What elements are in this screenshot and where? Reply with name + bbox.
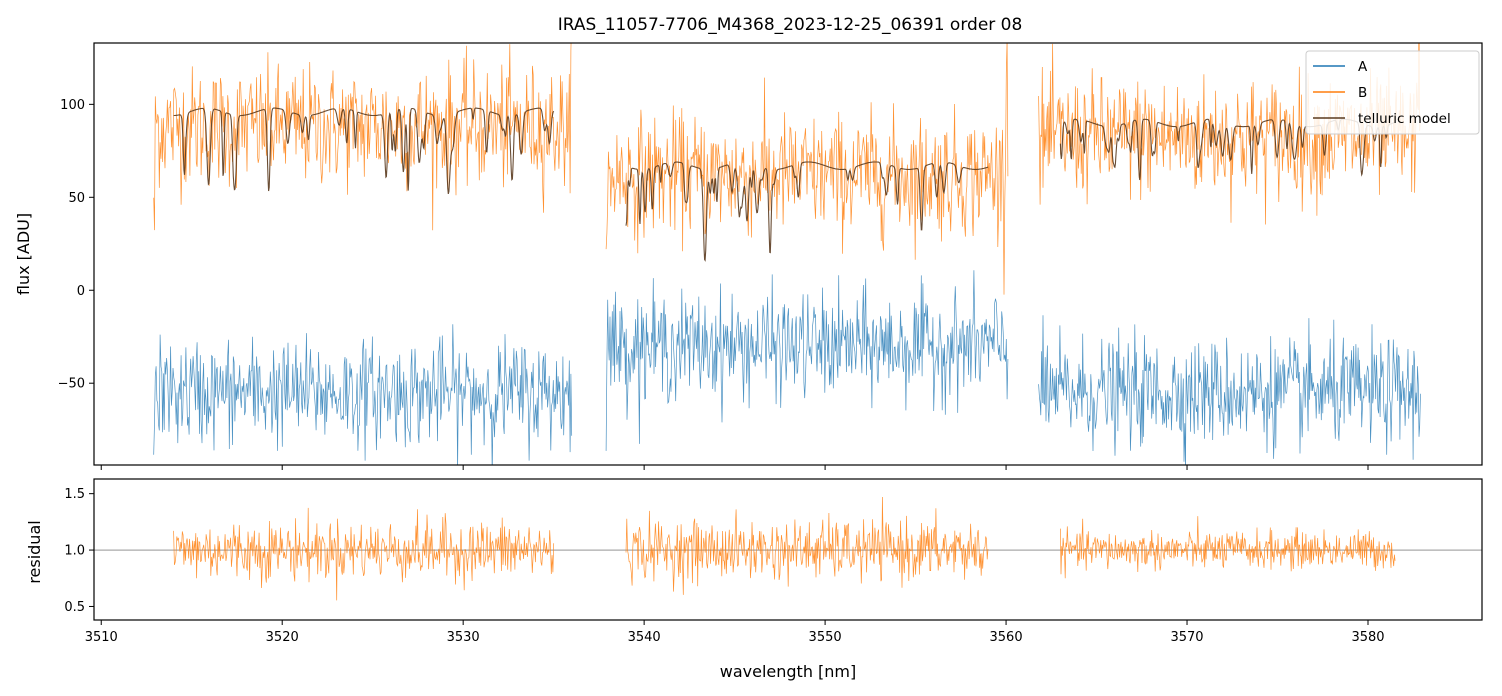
telluric-line-segment-1 (173, 107, 555, 195)
series-a-line-segment-1 (153, 324, 573, 465)
x-tick-label: 3510 (85, 630, 118, 645)
x-tick-label: 3530 (447, 630, 480, 645)
residual-y-axis-label: residual (25, 520, 44, 583)
series-b-line-segment-1 (153, 43, 572, 231)
flux-x-ticks (100, 465, 1369, 470)
chart-title: IRAS_11057-7706_M4368_2023-12-25_06391 o… (558, 15, 1023, 35)
x-tick-label: 3550 (809, 630, 842, 645)
legend-label-b: B (1358, 85, 1367, 101)
flux-series-group (153, 43, 1421, 465)
residual-y-tick-label: 1.5 (64, 487, 85, 502)
x-tick-label: 3570 (1170, 630, 1203, 645)
residual-plot-area: 0.51.01.5 3510 3520 3530 3540 3550 3560 3570 35… (25, 478, 1483, 681)
x-tick-label: 3540 (628, 630, 661, 645)
flux-y-tick-label: 100 (60, 98, 85, 113)
flux-y-tick-label: 50 (68, 191, 85, 206)
legend-label-a: A (1358, 59, 1368, 75)
telluric-line-segment-2 (625, 161, 989, 262)
residual-line-segment-2 (625, 496, 989, 595)
residual-y-tick-label: 0.5 (64, 600, 85, 615)
series-b-line-segment-2 (605, 43, 1009, 295)
residual-axes-frame (93, 478, 1483, 621)
x-tick-label: 3580 (1351, 630, 1384, 645)
flux-y-axis-label: flux [ADU] (14, 213, 33, 295)
flux-axes-frame (93, 42, 1483, 466)
legend-label-telluric: telluric model (1358, 111, 1451, 127)
series-a-line-segment-3 (1038, 315, 1421, 465)
residual-line-segment-1 (173, 507, 555, 601)
residual-line-segment-3 (1060, 516, 1396, 579)
flux-y-tick-label: −50 (58, 377, 85, 392)
series-b-line-segment-3 (1038, 43, 1421, 225)
flux-y-ticks: −50 0 50 100 (58, 98, 94, 392)
flux-y-tick-label: 0 (77, 284, 85, 299)
x-tick-label: 3560 (990, 630, 1023, 645)
x-tick-label: 3520 (266, 630, 299, 645)
series-a-line-segment-2 (605, 270, 1009, 451)
residual-series-group (94, 496, 1482, 601)
legend: A B telluric model (1305, 50, 1480, 135)
legend-box (1305, 50, 1480, 135)
flux-plot-area: −50 0 50 100 flux [ADU] (14, 42, 1483, 470)
residual-y-tick-label: 1.0 (64, 544, 85, 559)
x-axis-label: wavelength [nm] (720, 662, 857, 681)
residual-y-ticks: 0.5 1.0 1.5 (64, 487, 94, 615)
residual-x-ticks: 3510 3520 3530 3540 3550 3560 3570 3580 (85, 620, 1385, 645)
